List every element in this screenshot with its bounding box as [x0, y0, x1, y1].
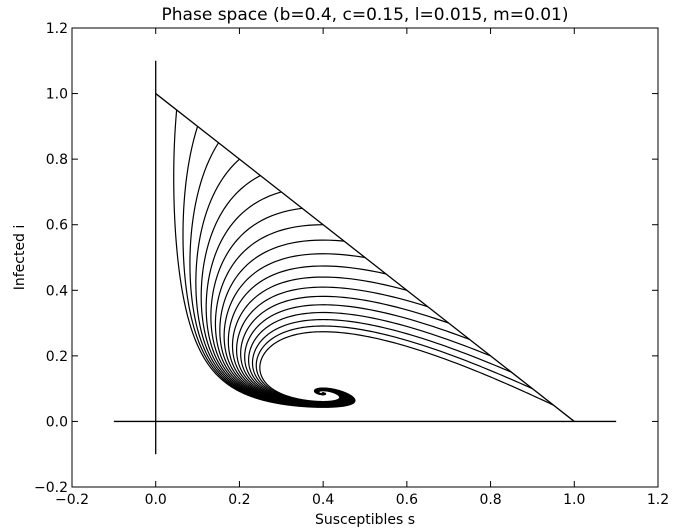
y-tick-label: 1.0: [46, 87, 68, 103]
y-axis-label: Infected i: [12, 225, 28, 291]
trajectory-line: [195, 158, 354, 408]
trajectory-line: [173, 109, 356, 408]
x-tick-label: 0.4: [312, 492, 334, 508]
y-tick-label: 0.0: [46, 414, 68, 430]
trajectory-line: [189, 142, 355, 408]
trajectory-line: [210, 207, 351, 407]
y-tick-label: 0.2: [46, 349, 68, 365]
trajectory-line: [259, 331, 554, 406]
y-tick-label: −0.2: [34, 480, 68, 496]
trajectory-line: [214, 224, 351, 407]
plot-frame: [71, 27, 659, 488]
trajectory-line: [244, 304, 470, 404]
trajectory-line: [219, 239, 350, 406]
y-tick-label: 0.4: [46, 283, 68, 299]
x-tick-label: 0.8: [479, 492, 501, 508]
trajectory-line: [248, 311, 491, 404]
x-tick-label: 0.6: [396, 492, 418, 508]
x-tick-label: 1.0: [563, 492, 585, 508]
x-tick-label: −0.2: [55, 492, 89, 508]
chart-title: Phase space (b=0.4, c=0.15, l=0.015, m=0…: [162, 5, 569, 25]
x-tick-label: 1.2: [647, 492, 669, 508]
x-axis-label: Susceptibles s: [315, 512, 415, 528]
x-tick-label: 0.0: [145, 492, 167, 508]
y-tick-label: 0.8: [46, 152, 68, 168]
plot-area: [113, 60, 617, 455]
trajectory-line: [251, 318, 512, 403]
y-tick-label: 0.6: [46, 218, 68, 234]
axis-ticks: −0.2−0.2 0.0 0.0 0.2 0.2 0.4 0.4 0.6 0.6 0.8 0.8 1.…: [34, 21, 669, 508]
x-tick-label: 0.2: [228, 492, 250, 508]
y-tick-label: 1.2: [46, 21, 68, 37]
